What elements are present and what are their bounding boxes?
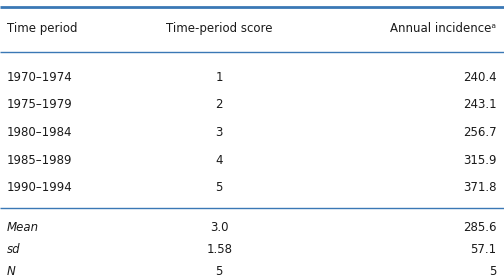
Text: 1990–1994: 1990–1994 xyxy=(7,181,72,194)
Text: 4: 4 xyxy=(216,153,223,167)
Text: 5: 5 xyxy=(216,181,223,194)
Text: 1980–1984: 1980–1984 xyxy=(7,126,72,139)
Text: 243.1: 243.1 xyxy=(463,98,496,112)
Text: 285.6: 285.6 xyxy=(463,221,496,234)
Text: Time period: Time period xyxy=(7,22,77,36)
Text: 1: 1 xyxy=(216,71,223,84)
Text: 3: 3 xyxy=(216,126,223,139)
Text: Mean: Mean xyxy=(7,221,39,234)
Text: 1975–1979: 1975–1979 xyxy=(7,98,72,112)
Text: Annual incidenceᵃ: Annual incidenceᵃ xyxy=(391,22,496,36)
Text: 57.1: 57.1 xyxy=(470,243,496,256)
Text: N: N xyxy=(7,264,15,276)
Text: 5: 5 xyxy=(216,264,223,276)
Text: Time-period score: Time-period score xyxy=(166,22,273,36)
Text: 256.7: 256.7 xyxy=(463,126,496,139)
Text: 371.8: 371.8 xyxy=(463,181,496,194)
Text: 1985–1989: 1985–1989 xyxy=(7,153,72,167)
Text: 1.58: 1.58 xyxy=(206,243,232,256)
Text: 5: 5 xyxy=(489,264,496,276)
Text: 3.0: 3.0 xyxy=(210,221,228,234)
Text: 2: 2 xyxy=(216,98,223,112)
Text: 1970–1974: 1970–1974 xyxy=(7,71,72,84)
Text: 240.4: 240.4 xyxy=(463,71,496,84)
Text: 315.9: 315.9 xyxy=(463,153,496,167)
Text: sd: sd xyxy=(7,243,20,256)
